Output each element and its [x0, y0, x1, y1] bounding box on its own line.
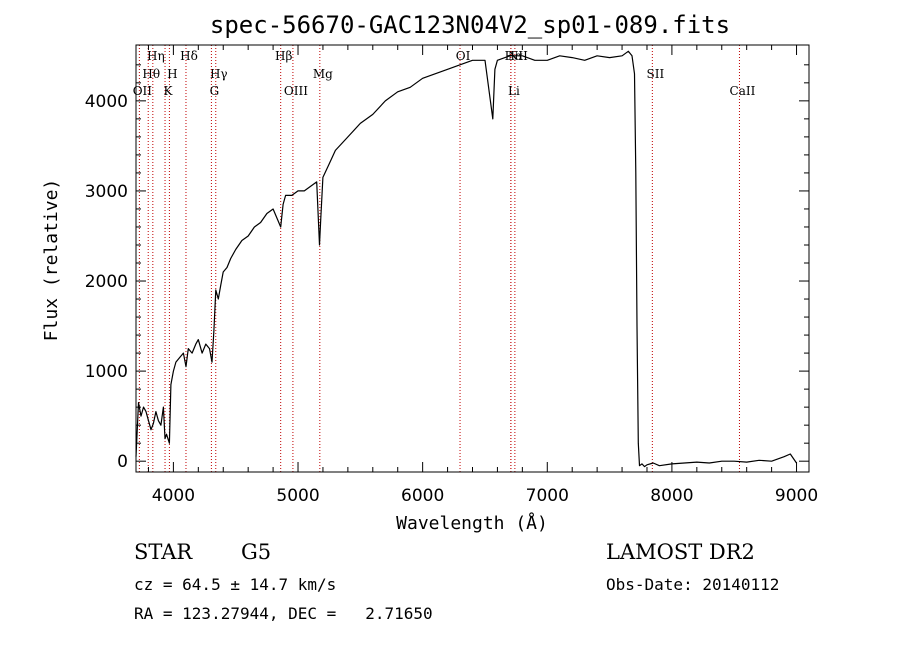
x-tick-label: 8000 — [650, 486, 693, 506]
x-tick-label: 7000 — [526, 486, 569, 506]
spectral-line-label: Hδ — [180, 49, 198, 63]
x-tick-label: 5000 — [276, 486, 319, 506]
spectral-line-label: OII — [133, 84, 153, 98]
spectral-line-label: OI — [456, 49, 471, 63]
spectral-line-label: SII — [646, 67, 664, 81]
spectral-line-label: Hη — [147, 49, 165, 63]
spectral-line-label: Mg — [313, 67, 333, 81]
x-tick-label: 4000 — [152, 486, 195, 506]
object-subclass: G5 — [241, 540, 272, 564]
spectral-line-label: Hγ — [210, 67, 228, 81]
y-axis-label: Flux (relative) — [41, 179, 62, 342]
plot-frame — [135, 44, 810, 473]
chart-title: spec-56670-GAC123N04V2_sp01-089.fits — [210, 11, 730, 39]
spectral-line-label: G — [210, 84, 220, 98]
y-tick-label: 2000 — [85, 272, 128, 292]
spectrum-series — [135, 50, 797, 468]
x-tick-label: 6000 — [401, 486, 444, 506]
y-tick-label: 1000 — [85, 362, 128, 382]
spectrum-line — [135, 50, 797, 468]
y-tick-label: 0 — [117, 452, 128, 472]
spectral-line-label: OIII — [284, 84, 308, 98]
spectral-line-label: Hβ — [275, 49, 292, 63]
x-tick-label: 9000 — [775, 486, 818, 506]
x-axis-label: Wavelength (Å) — [396, 512, 548, 534]
spectral-line-label: Hθ — [142, 67, 160, 81]
y-axis-ticks: 0 1000 2000 3000 4000 — [85, 64, 809, 472]
spectral-line-label: K — [164, 84, 174, 98]
coordinates-readout: RA = 123.27944, DEC = 2.71650 — [134, 604, 433, 623]
y-tick-label: 4000 — [85, 92, 128, 112]
survey-name: LAMOST DR2 — [606, 540, 755, 564]
spectral-line-label: H — [167, 67, 177, 81]
observation-date: Obs-Date: 20140112 — [606, 575, 780, 594]
spectral-line-label: Li — [508, 84, 520, 98]
x-axis-ticks: 4000 5000 6000 7000 8000 9000 — [147, 45, 818, 506]
y-tick-label: 3000 — [85, 182, 128, 202]
object-class: STAR — [134, 540, 193, 564]
redshift-readout: cz = 64.5 ± 14.7 km/s — [134, 575, 337, 594]
spectral-line-label: CaII — [730, 84, 756, 98]
